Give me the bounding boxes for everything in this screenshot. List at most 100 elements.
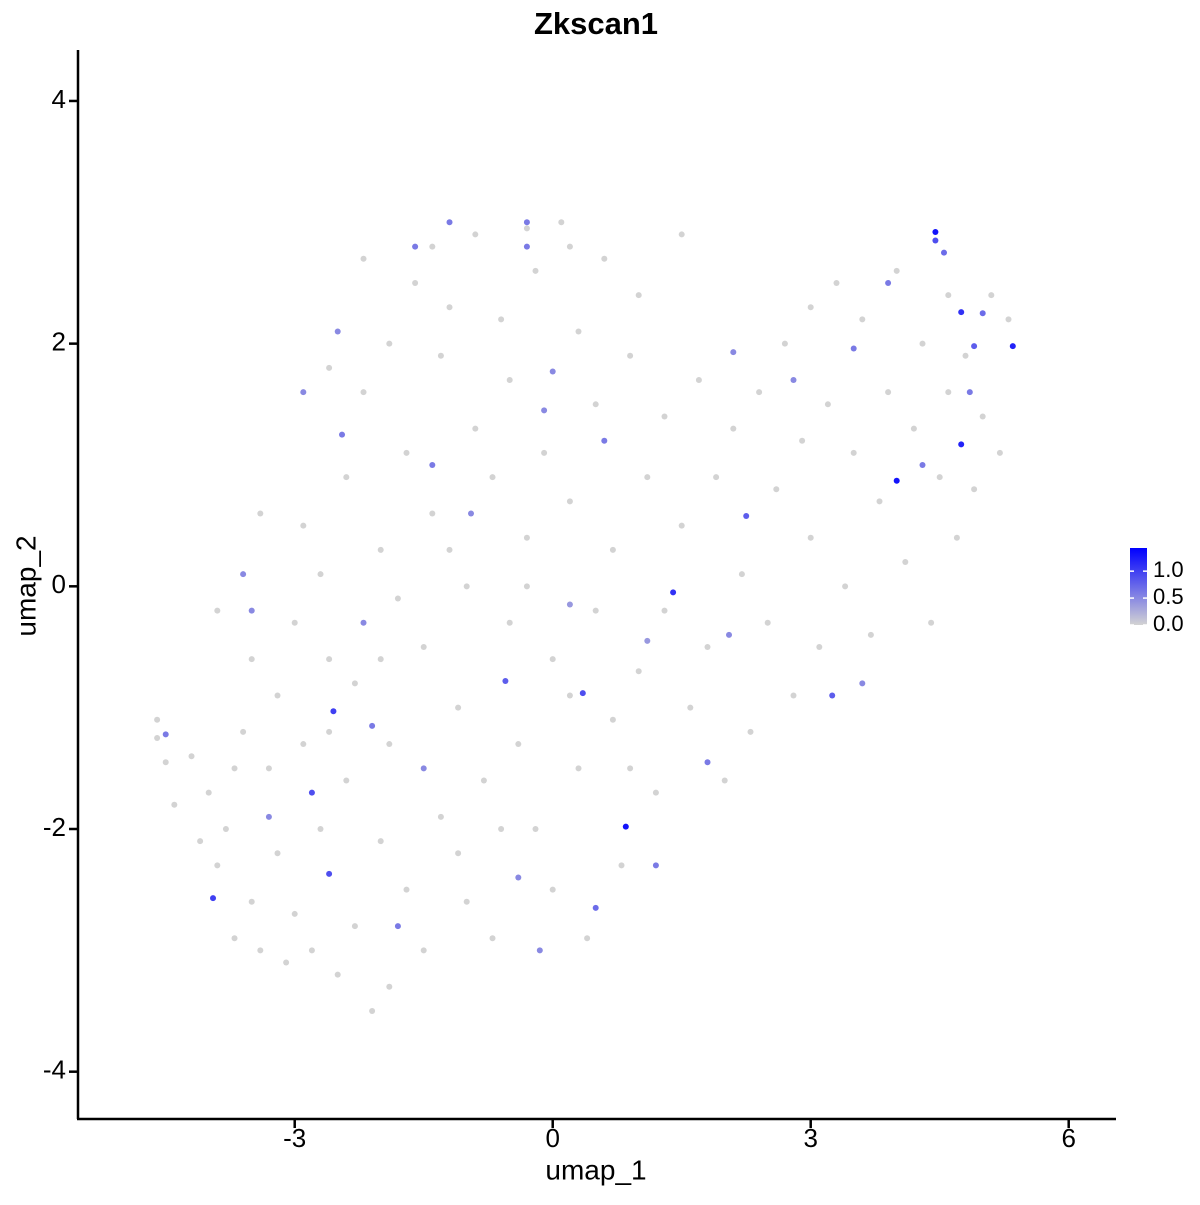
point — [799, 437, 806, 444]
y-tick-label: 4 — [52, 84, 66, 114]
point — [536, 947, 543, 954]
point — [334, 971, 341, 978]
point — [910, 425, 917, 432]
point — [300, 522, 307, 529]
point — [463, 898, 470, 905]
point — [210, 895, 217, 902]
point — [523, 583, 530, 590]
point — [489, 935, 496, 942]
point — [790, 377, 797, 384]
point — [437, 813, 444, 820]
point — [188, 753, 195, 760]
point — [661, 607, 668, 614]
point — [326, 870, 333, 877]
point — [687, 704, 694, 711]
point — [962, 352, 969, 359]
point — [773, 486, 780, 493]
point — [764, 619, 771, 626]
point — [575, 328, 582, 335]
point — [627, 765, 634, 772]
point — [523, 219, 530, 226]
point — [971, 486, 978, 493]
point — [953, 534, 960, 541]
point — [850, 345, 857, 352]
point — [394, 595, 401, 602]
point — [566, 601, 573, 608]
point — [592, 401, 599, 408]
point — [579, 690, 586, 697]
point — [420, 947, 427, 954]
point — [609, 716, 616, 723]
point — [248, 607, 255, 614]
point — [369, 722, 376, 729]
point — [670, 589, 677, 596]
point — [652, 789, 659, 796]
point — [859, 316, 866, 323]
point — [214, 862, 221, 869]
point — [480, 777, 487, 784]
point — [704, 759, 711, 766]
point — [291, 619, 298, 626]
point — [403, 449, 410, 456]
point — [549, 886, 556, 893]
point — [330, 708, 337, 715]
point — [420, 643, 427, 650]
point — [756, 389, 763, 396]
point — [790, 692, 797, 699]
point — [979, 310, 986, 317]
point — [958, 309, 965, 316]
point — [343, 474, 350, 481]
point — [781, 340, 788, 347]
point — [971, 343, 978, 350]
point — [743, 512, 750, 519]
point — [592, 607, 599, 614]
point — [644, 637, 651, 644]
point — [446, 304, 453, 311]
point — [257, 947, 264, 954]
point — [377, 656, 384, 663]
point — [274, 850, 281, 857]
point — [661, 413, 668, 420]
point — [958, 441, 965, 448]
point — [829, 692, 836, 699]
point — [1009, 343, 1016, 350]
point — [541, 407, 548, 414]
point — [300, 741, 307, 748]
point — [726, 631, 733, 638]
point — [351, 923, 358, 930]
points — [154, 219, 1016, 1015]
point — [936, 474, 943, 481]
point — [523, 243, 530, 250]
point — [945, 292, 952, 299]
point — [807, 534, 814, 541]
colorbar-tick-label: 0.0 — [1153, 611, 1184, 636]
point — [988, 292, 995, 299]
point — [966, 389, 973, 396]
point — [317, 571, 324, 578]
point — [919, 340, 926, 347]
point — [154, 734, 161, 741]
point — [678, 231, 685, 238]
point — [738, 571, 745, 578]
point — [652, 862, 659, 869]
x-tick-label: 3 — [803, 1123, 817, 1153]
point — [893, 267, 900, 274]
point — [678, 522, 685, 529]
point — [902, 559, 909, 566]
point — [472, 231, 479, 238]
point — [945, 389, 952, 396]
point — [308, 789, 315, 796]
point — [592, 904, 599, 911]
colorbar-tick-label: 1.0 — [1153, 557, 1184, 582]
point — [1005, 316, 1012, 323]
point — [622, 823, 629, 830]
point — [240, 728, 247, 735]
point — [635, 292, 642, 299]
point — [240, 571, 247, 578]
point — [876, 498, 883, 505]
point — [326, 728, 333, 735]
chart-title: Zkscan1 — [534, 6, 658, 41]
point — [283, 959, 290, 966]
